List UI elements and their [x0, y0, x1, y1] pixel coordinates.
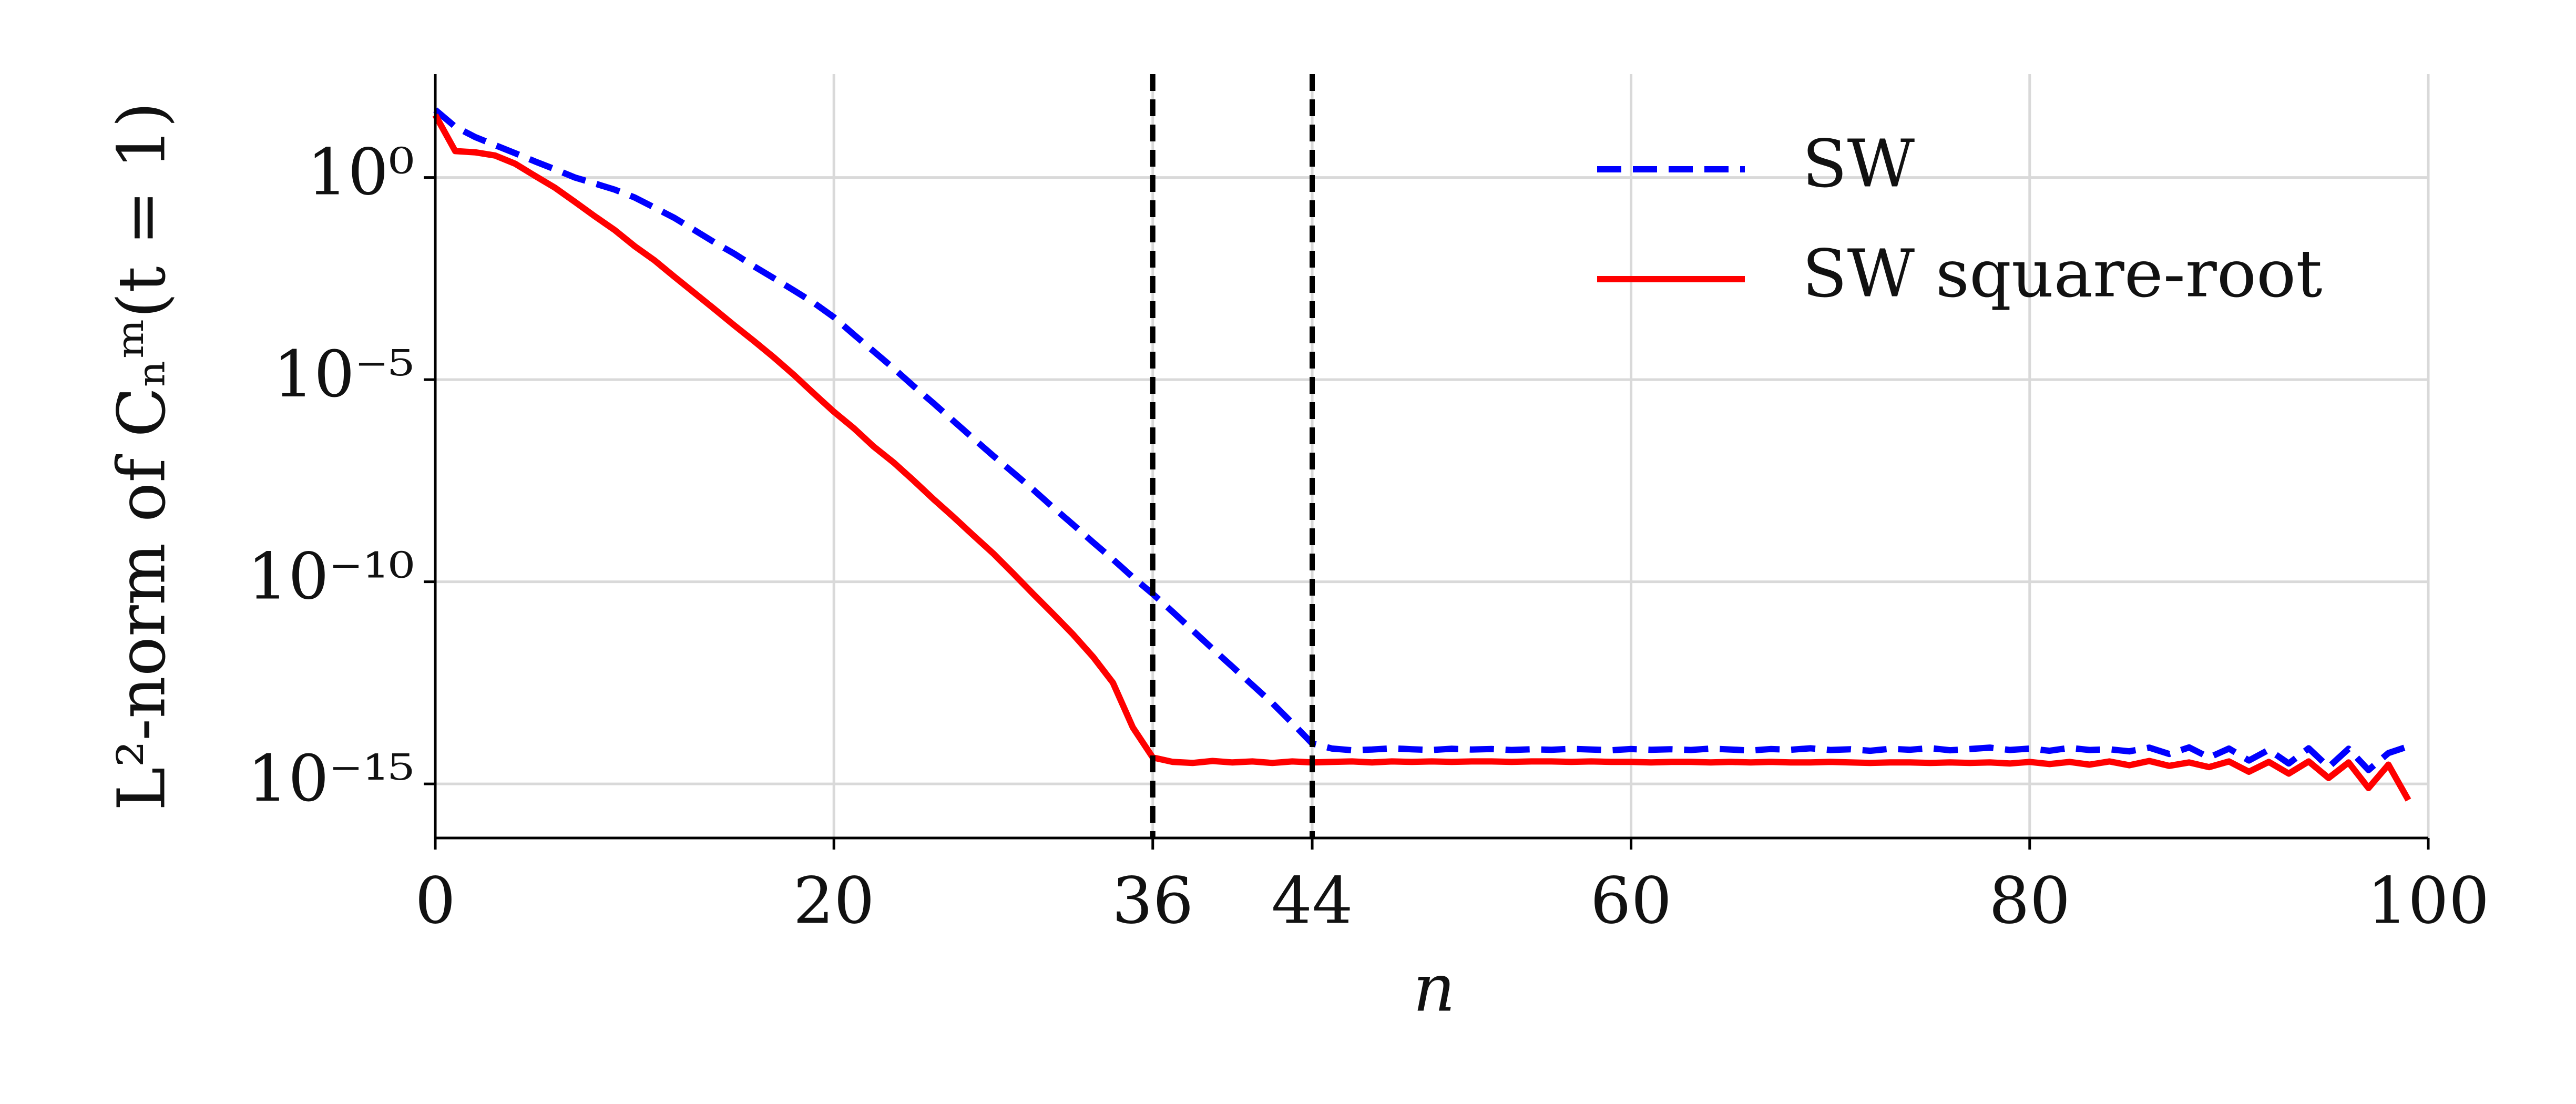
x-tick-label: 44	[1271, 864, 1353, 938]
data-line	[433, 107, 2410, 773]
x-axis-label: n	[1413, 950, 1456, 1027]
plot-area	[432, 74, 2411, 838]
y-axis-label: L²-norm of Cₙᵐ(t = 1)	[104, 102, 180, 811]
x-tick-label: 60	[1590, 864, 1672, 938]
x-tick-label: 100	[2367, 864, 2490, 938]
x-tick-label: 0	[415, 864, 456, 938]
y-tick-label: 10⁰	[307, 135, 414, 209]
x-tick-label: 20	[793, 864, 875, 938]
x-tick-label: 36	[1112, 864, 1193, 938]
x-tick-label: 80	[1989, 864, 2070, 938]
data-line	[432, 113, 2411, 802]
legend-label: SW square-root	[1802, 236, 2323, 312]
axes: 10⁰ 10⁻⁵ 10⁻¹⁰ 10⁻¹⁵0 20 36 44 60 80 100	[248, 74, 2490, 938]
legend: SW SW square-root	[1597, 126, 2323, 312]
y-tick-label: 10⁻¹⁰	[248, 539, 414, 614]
y-tick-label: 10⁻¹⁵	[248, 741, 414, 816]
y-tick-label: 10⁻⁵	[273, 337, 414, 412]
legend-label: SW	[1802, 126, 1915, 202]
